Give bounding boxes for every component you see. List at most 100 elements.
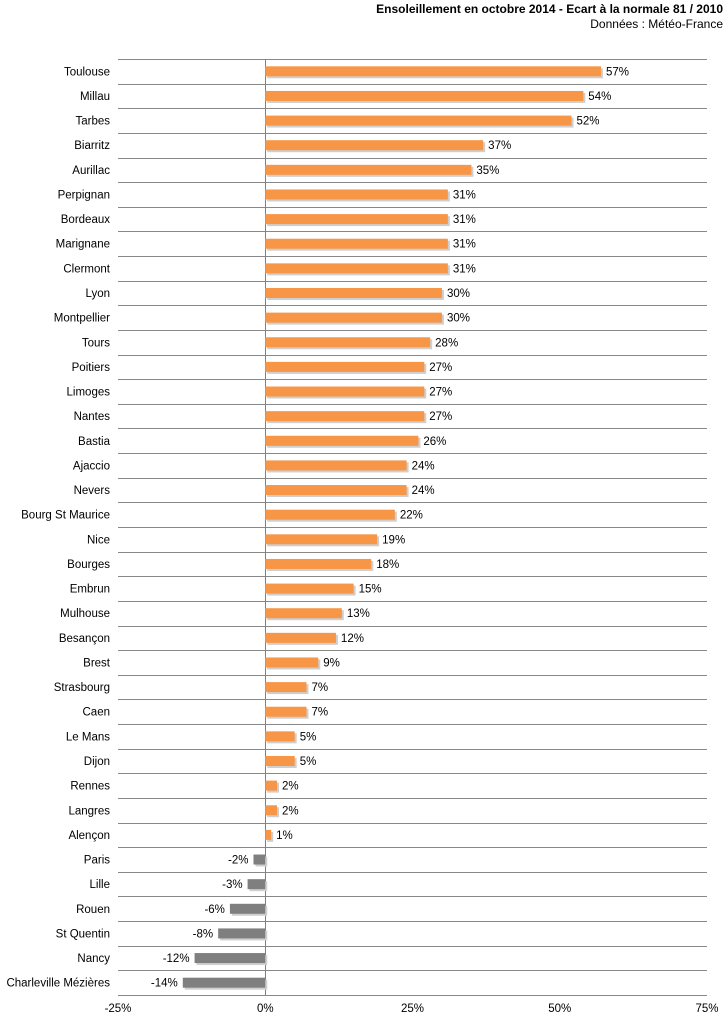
bar (265, 263, 448, 274)
x-tick-label: 75% (695, 1003, 718, 1015)
data-label: 7% (311, 707, 328, 719)
data-label: 27% (429, 387, 452, 399)
category-label: Langres (68, 805, 110, 817)
bar (265, 361, 425, 372)
bar (265, 583, 354, 594)
category-label: Nevers (74, 485, 111, 497)
bar (265, 657, 319, 668)
bar (265, 780, 278, 791)
chart-title: Ensoleillement en octobre 2014 - Ecart à… (376, 2, 723, 16)
data-label: 28% (435, 337, 458, 349)
bar (265, 706, 307, 717)
data-label: 5% (300, 756, 317, 768)
category-label: Toulouse (64, 66, 110, 78)
bar (265, 435, 419, 446)
bar (182, 977, 266, 988)
bar (265, 805, 278, 816)
bar (265, 115, 572, 126)
category-label: Rouen (76, 904, 110, 916)
bar (265, 731, 295, 742)
x-tick-label: 0% (257, 1003, 274, 1015)
data-label: 52% (577, 116, 600, 128)
data-label: 37% (488, 140, 511, 152)
category-label: Charleville Mézières (6, 978, 110, 990)
bar (265, 312, 442, 323)
bar (253, 854, 266, 865)
bar (265, 682, 307, 693)
category-label: Bourges (67, 559, 110, 571)
category-label: St Quentin (56, 928, 110, 940)
category-label: Ajaccio (73, 460, 110, 472)
data-label: 54% (588, 91, 611, 103)
category-label: Rennes (70, 781, 110, 793)
bar (265, 140, 484, 151)
data-label: 35% (476, 165, 499, 177)
data-label: 18% (376, 559, 399, 571)
data-label: 24% (412, 460, 435, 472)
category-label: Le Mans (66, 731, 110, 743)
category-label: Tours (82, 337, 110, 349)
data-label: 22% (400, 510, 423, 522)
bar (247, 879, 266, 890)
category-label: Brest (83, 657, 111, 669)
category-label: Marignane (56, 239, 110, 251)
bar (265, 534, 378, 545)
bar (265, 460, 407, 471)
data-label: -3% (222, 879, 242, 891)
bar (265, 66, 601, 77)
data-label: -2% (228, 855, 248, 867)
category-label: Millau (80, 91, 110, 103)
bar (265, 509, 395, 520)
bar (265, 632, 336, 643)
bar (265, 238, 448, 249)
data-label: 12% (341, 633, 364, 645)
category-label: Perpignan (58, 189, 110, 201)
category-label: Paris (84, 855, 110, 867)
bar (218, 928, 266, 939)
bar (265, 189, 448, 200)
x-tick-label: -25% (105, 1003, 132, 1015)
data-label: 9% (323, 657, 340, 669)
data-label: 31% (453, 239, 476, 251)
data-label: -8% (193, 928, 213, 940)
bar (265, 608, 342, 619)
data-label: 30% (447, 313, 470, 325)
category-label: Caen (83, 707, 111, 719)
category-label: Lyon (85, 288, 110, 300)
bar (229, 903, 266, 914)
bar (265, 164, 472, 175)
category-label: Montpellier (54, 313, 110, 325)
bar (265, 337, 431, 348)
bar (265, 411, 425, 422)
data-label: 24% (412, 485, 435, 497)
data-label: 57% (606, 66, 629, 78)
category-label: Lille (90, 879, 110, 891)
data-label: 27% (429, 362, 452, 374)
bar (265, 829, 272, 840)
title-block: Ensoleillement en octobre 2014 - Ecart à… (376, 2, 723, 32)
data-label: -6% (204, 904, 224, 916)
category-label: Bastia (78, 436, 111, 448)
data-label: 31% (453, 263, 476, 275)
data-label: 1% (276, 830, 293, 842)
category-label: Biarritz (74, 140, 110, 152)
category-label: Poitiers (72, 362, 111, 374)
data-label: 27% (429, 411, 452, 423)
bar (265, 756, 295, 766)
category-label: Aurillac (72, 165, 110, 177)
bar (265, 288, 442, 298)
data-label: 26% (423, 436, 446, 448)
category-label: Nancy (77, 953, 110, 965)
category-label: Limoges (67, 387, 111, 399)
category-label: Embrun (70, 584, 110, 596)
category-label: Strasbourg (54, 682, 110, 694)
data-label: 2% (282, 805, 299, 817)
data-label: 31% (453, 214, 476, 226)
x-tick-label: 50% (548, 1003, 571, 1015)
bar (265, 214, 448, 225)
bar (265, 485, 407, 496)
bar (265, 558, 372, 569)
data-label: 13% (347, 608, 370, 620)
